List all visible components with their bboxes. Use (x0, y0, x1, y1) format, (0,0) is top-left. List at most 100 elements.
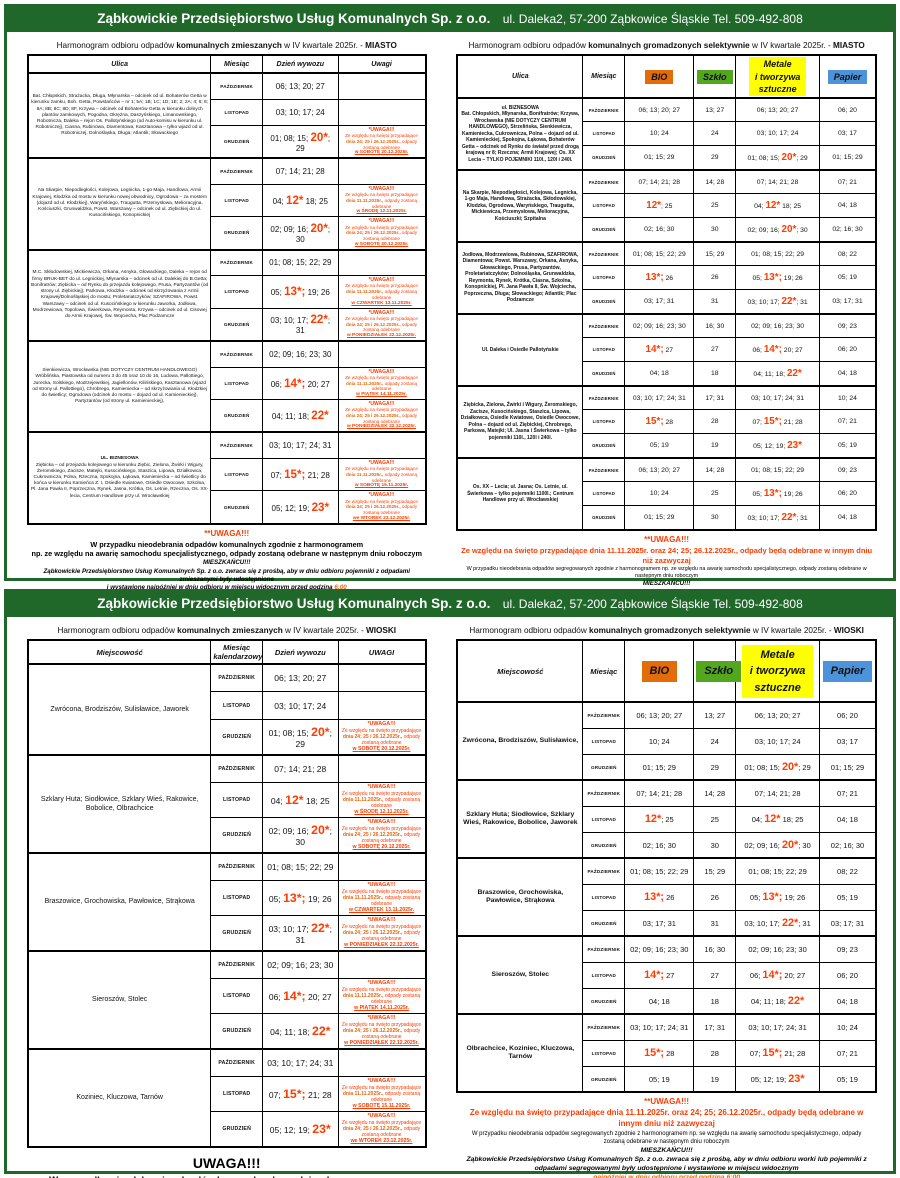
note-title: *UWAGA!!! (367, 1014, 396, 1021)
stream-header-szklo: Szkło (693, 54, 737, 99)
metale-days-cell: 04; 12* 18; 25 (735, 805, 820, 833)
month-cell: LISTOPAD (210, 98, 264, 126)
note-body: Ze względu na święto przypadające (345, 498, 418, 504)
papier-days-cell: 04; 18 (818, 805, 877, 833)
month-cell: GRUDZIEŃ (582, 145, 626, 171)
bio-days-cell: 06; 13; 20; 27 (624, 456, 695, 483)
table-row: GRUDZIEŃ 04; 11; 18; 22* *UWAGA!!! Ze wzglę… (28, 1012, 427, 1050)
szklo-days-cell: 28 (693, 409, 737, 435)
bio-days-cell: 12*; 25 (624, 193, 695, 219)
note-body: dnia 11.11.2025r., odpady zostaną odebra… (342, 894, 421, 908)
month-cell: GRUDZIEŃ (582, 753, 626, 781)
month-cell: PAŹDZIERNIK (210, 72, 264, 100)
metale-days-cell: 06; 13; 20; 27 (735, 701, 820, 729)
month-cell: GRUDZIEŃ (582, 361, 626, 387)
holiday-note: *UWAGA!!! Ze względu na święto przypadają… (341, 460, 423, 489)
remarks-cell: *UWAGA!!! Ze względu na święto przypadają… (337, 183, 427, 218)
metale-days-cell: 05; 12; 19; 23* (735, 1065, 820, 1093)
szklo-days-cell: 19 (693, 433, 737, 459)
bio-days-cell: 03; 17; 31 (624, 289, 695, 315)
szklo-days-cell: 26 (693, 265, 737, 291)
papier-days-cell: 07; 21 (818, 168, 877, 195)
table-row: LISTOPAD 07; 15*; 21; 28 *UWAGA!!! Ze wzglę… (28, 1075, 427, 1112)
streets-cell: Szklary Huta; Siodłowice, Szklary Wieś, … (456, 779, 584, 859)
table-row: GRUDZIEŃ 01; 15; 29 29 01; 08; 15; 20*; 29 0… (457, 145, 877, 171)
month-cell: PAŹDZIERNIK (210, 340, 264, 368)
month-cell: GRUDZIEŃ (582, 505, 626, 531)
szklo-days-cell: 16; 30 (693, 312, 737, 339)
remarks-cell: *UWAGA!!! Ze względu na święto przypadają… (337, 977, 427, 1014)
note-dates: dnia 24; 25 i 26.12.2025r., (342, 733, 403, 740)
pickup-days-cell: 07; 14; 21; 28 (262, 753, 339, 783)
table-row: GRUDZIEŃ 04; 18 18 04; 11; 18; 22* 04; 18 (457, 361, 877, 387)
bio-days-cell: 12*; 25 (624, 805, 695, 833)
note-title: *UWAGA!!! (368, 185, 395, 192)
bio-days-cell: 01; 15; 29 (624, 505, 695, 531)
note-replacement-day: w SOBOTĘ 20.12.2025r. (354, 150, 409, 156)
month-cell: LISTOPAD (582, 727, 626, 755)
bio-days-cell: 10; 24 (624, 727, 695, 755)
bio-days-cell: 15*; 28 (624, 1039, 695, 1067)
szklo-days-cell: 18 (693, 361, 737, 387)
papier-days-cell: 04; 18 (818, 361, 877, 387)
panel-header: Ząbkowickie Przedsiębiorstwo Usług Komun… (7, 592, 893, 618)
streets-cell: Sieroszów, Stolec (27, 949, 212, 1050)
metale-days-cell: 03; 10; 17; 22*; 31 (735, 289, 820, 315)
mixed-waste-table: Miejscowość Miesiąc kalendarzowy Dzień wyw… (27, 639, 427, 1148)
bio-days-cell: 01; 08; 15; 22; 29 (624, 240, 695, 267)
highlighted-date: 22* (786, 368, 802, 380)
streets-cell: Koziniec, Kluczowa, Tarnów (27, 1047, 212, 1148)
pickup-days-cell: 03; 10; 17; 24 (262, 98, 339, 126)
footer-line: MIESZKAŃCU!!! (203, 559, 251, 567)
highlighted-date: 13*; (763, 488, 782, 500)
month-cell: LISTOPAD (210, 1075, 264, 1112)
selective-waste-column: Harmonogram odbioru odpadów komunalnych … (456, 36, 877, 674)
remarks-cell (337, 340, 427, 368)
month-cell: GRUDZIEŃ (582, 987, 626, 1015)
metale-days-cell: 01; 08; 15; 22; 29 (735, 857, 820, 885)
month-cell: LISTOPAD (582, 961, 626, 989)
highlighted-date: 13*; (284, 285, 306, 299)
streets-cell: Braszowice, Grochowiska, Pawłowice, Strą… (456, 857, 584, 937)
note-dates: dnia 24; 25 i 26.12.2025r., (342, 831, 403, 838)
selective-waste-column: Harmonogram odbioru odpadów komunalnych … (456, 621, 877, 1178)
remarks-cell: *UWAGA!!! Ze względu na święto przypadają… (337, 399, 427, 433)
street-group-title: UL. BIZNESOWA (100, 456, 139, 462)
table-row: LISTOPAD 15*; 28 28 07; 15*; 21; 28 07; 21 (457, 1039, 877, 1067)
note-body: Ze względu na święto przypadające (341, 1021, 422, 1028)
month-cell: GRUDZIEŃ (210, 1012, 264, 1050)
highlighted-date: 15*; (644, 1047, 665, 1060)
streets-cell: Ziębicka, Zielona, Żwirki i Wigury, Żero… (456, 384, 584, 459)
column-header: Ulica (456, 54, 584, 99)
pickup-days-cell: 03; 10; 17; 22*; 31 (262, 914, 339, 952)
table-row: LISTOPAD 05; 13*; 19; 26 *UWAGA!!! Ze wzglę… (28, 879, 427, 916)
month-cell: PAŹDZIERNIK (582, 168, 626, 195)
bio-days-cell: 15*; 28 (624, 409, 695, 435)
highlighted-date: 20* (311, 724, 330, 739)
month-cell: PAŹDZIERNIK (582, 1013, 626, 1041)
remarks-cell (337, 431, 427, 459)
note-body: Ze względu na święto przypadające (341, 825, 422, 832)
holiday-note: *UWAGA!!! Ze względu na święto przypadają… (341, 784, 423, 816)
note-body: Ze względu na święto przypadające (341, 1119, 422, 1126)
highlighted-date: 12* (286, 194, 304, 208)
note-dates: dnia 11.11.2025r., (342, 992, 384, 999)
bio-days-cell: 04; 18 (624, 361, 695, 387)
streets-cell: Na Skarpie, Niepodległości, Kolejowa, Le… (456, 168, 584, 243)
table-row: Zwrócona, Brodziszów, Sulisławice, Jawor… (27, 663, 427, 756)
highlighted-date: 15*; (284, 468, 306, 482)
remarks-cell: *UWAGA!!! Ze względu na święto przypadają… (337, 490, 427, 525)
metale-days-cell: 05; 13*; 19; 26 (735, 265, 820, 291)
highlighted-date: 22* (310, 313, 328, 327)
bio-days-cell: 07; 14; 21; 28 (624, 168, 695, 195)
papier-days-cell: 05; 19 (818, 265, 877, 291)
table-row: GRUDZIEŃ 03; 10; 17; 22*; 31 *UWAGA!!! Ze w… (28, 914, 427, 952)
remarks-cell: *UWAGA!!! Ze względu na święto przypadają… (337, 216, 427, 251)
street-group-title: ul. BIZNESOWA (501, 104, 540, 111)
szklo-days-cell: 13; 27 (693, 701, 737, 729)
month-cell: LISTOPAD (582, 1039, 626, 1067)
remarks-cell: *UWAGA!!! Ze względu na święto przypadają… (337, 1012, 427, 1050)
note-replacement-day: w SOBOTĘ 20.12.2025r. (352, 746, 411, 753)
szklo-days-cell: 14; 28 (693, 456, 737, 483)
note-title: *UWAGA!!! (368, 401, 395, 408)
